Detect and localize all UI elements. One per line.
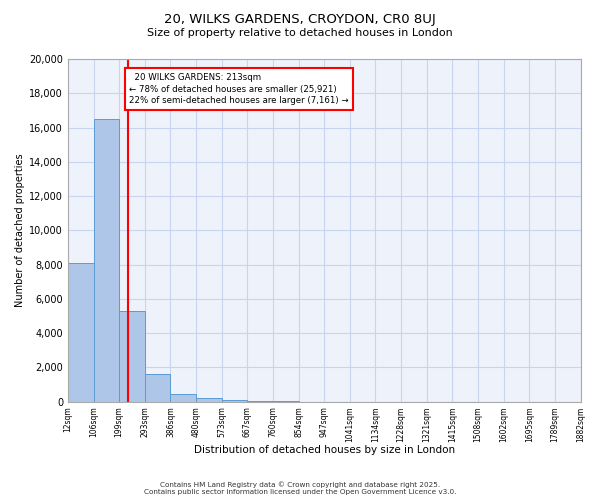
Text: 20 WILKS GARDENS: 213sqm
← 78% of detached houses are smaller (25,921)
22% of se: 20 WILKS GARDENS: 213sqm ← 78% of detach… (130, 72, 349, 106)
Bar (196, 398, 221, 402)
Bar (247, 401, 273, 402)
Bar (68, 263, 94, 402)
X-axis label: Distribution of detached houses by size in London: Distribution of detached houses by size … (194, 445, 455, 455)
Bar (119, 311, 145, 402)
Text: Size of property relative to detached houses in London: Size of property relative to detached ho… (147, 28, 453, 38)
Y-axis label: Number of detached properties: Number of detached properties (15, 154, 25, 307)
Bar (94, 119, 119, 402)
Bar (221, 400, 247, 402)
Bar (170, 394, 196, 402)
Text: 20, WILKS GARDENS, CROYDON, CR0 8UJ: 20, WILKS GARDENS, CROYDON, CR0 8UJ (164, 12, 436, 26)
Text: Contains HM Land Registry data © Crown copyright and database right 2025.
Contai: Contains HM Land Registry data © Crown c… (144, 482, 456, 495)
Bar (145, 374, 170, 402)
